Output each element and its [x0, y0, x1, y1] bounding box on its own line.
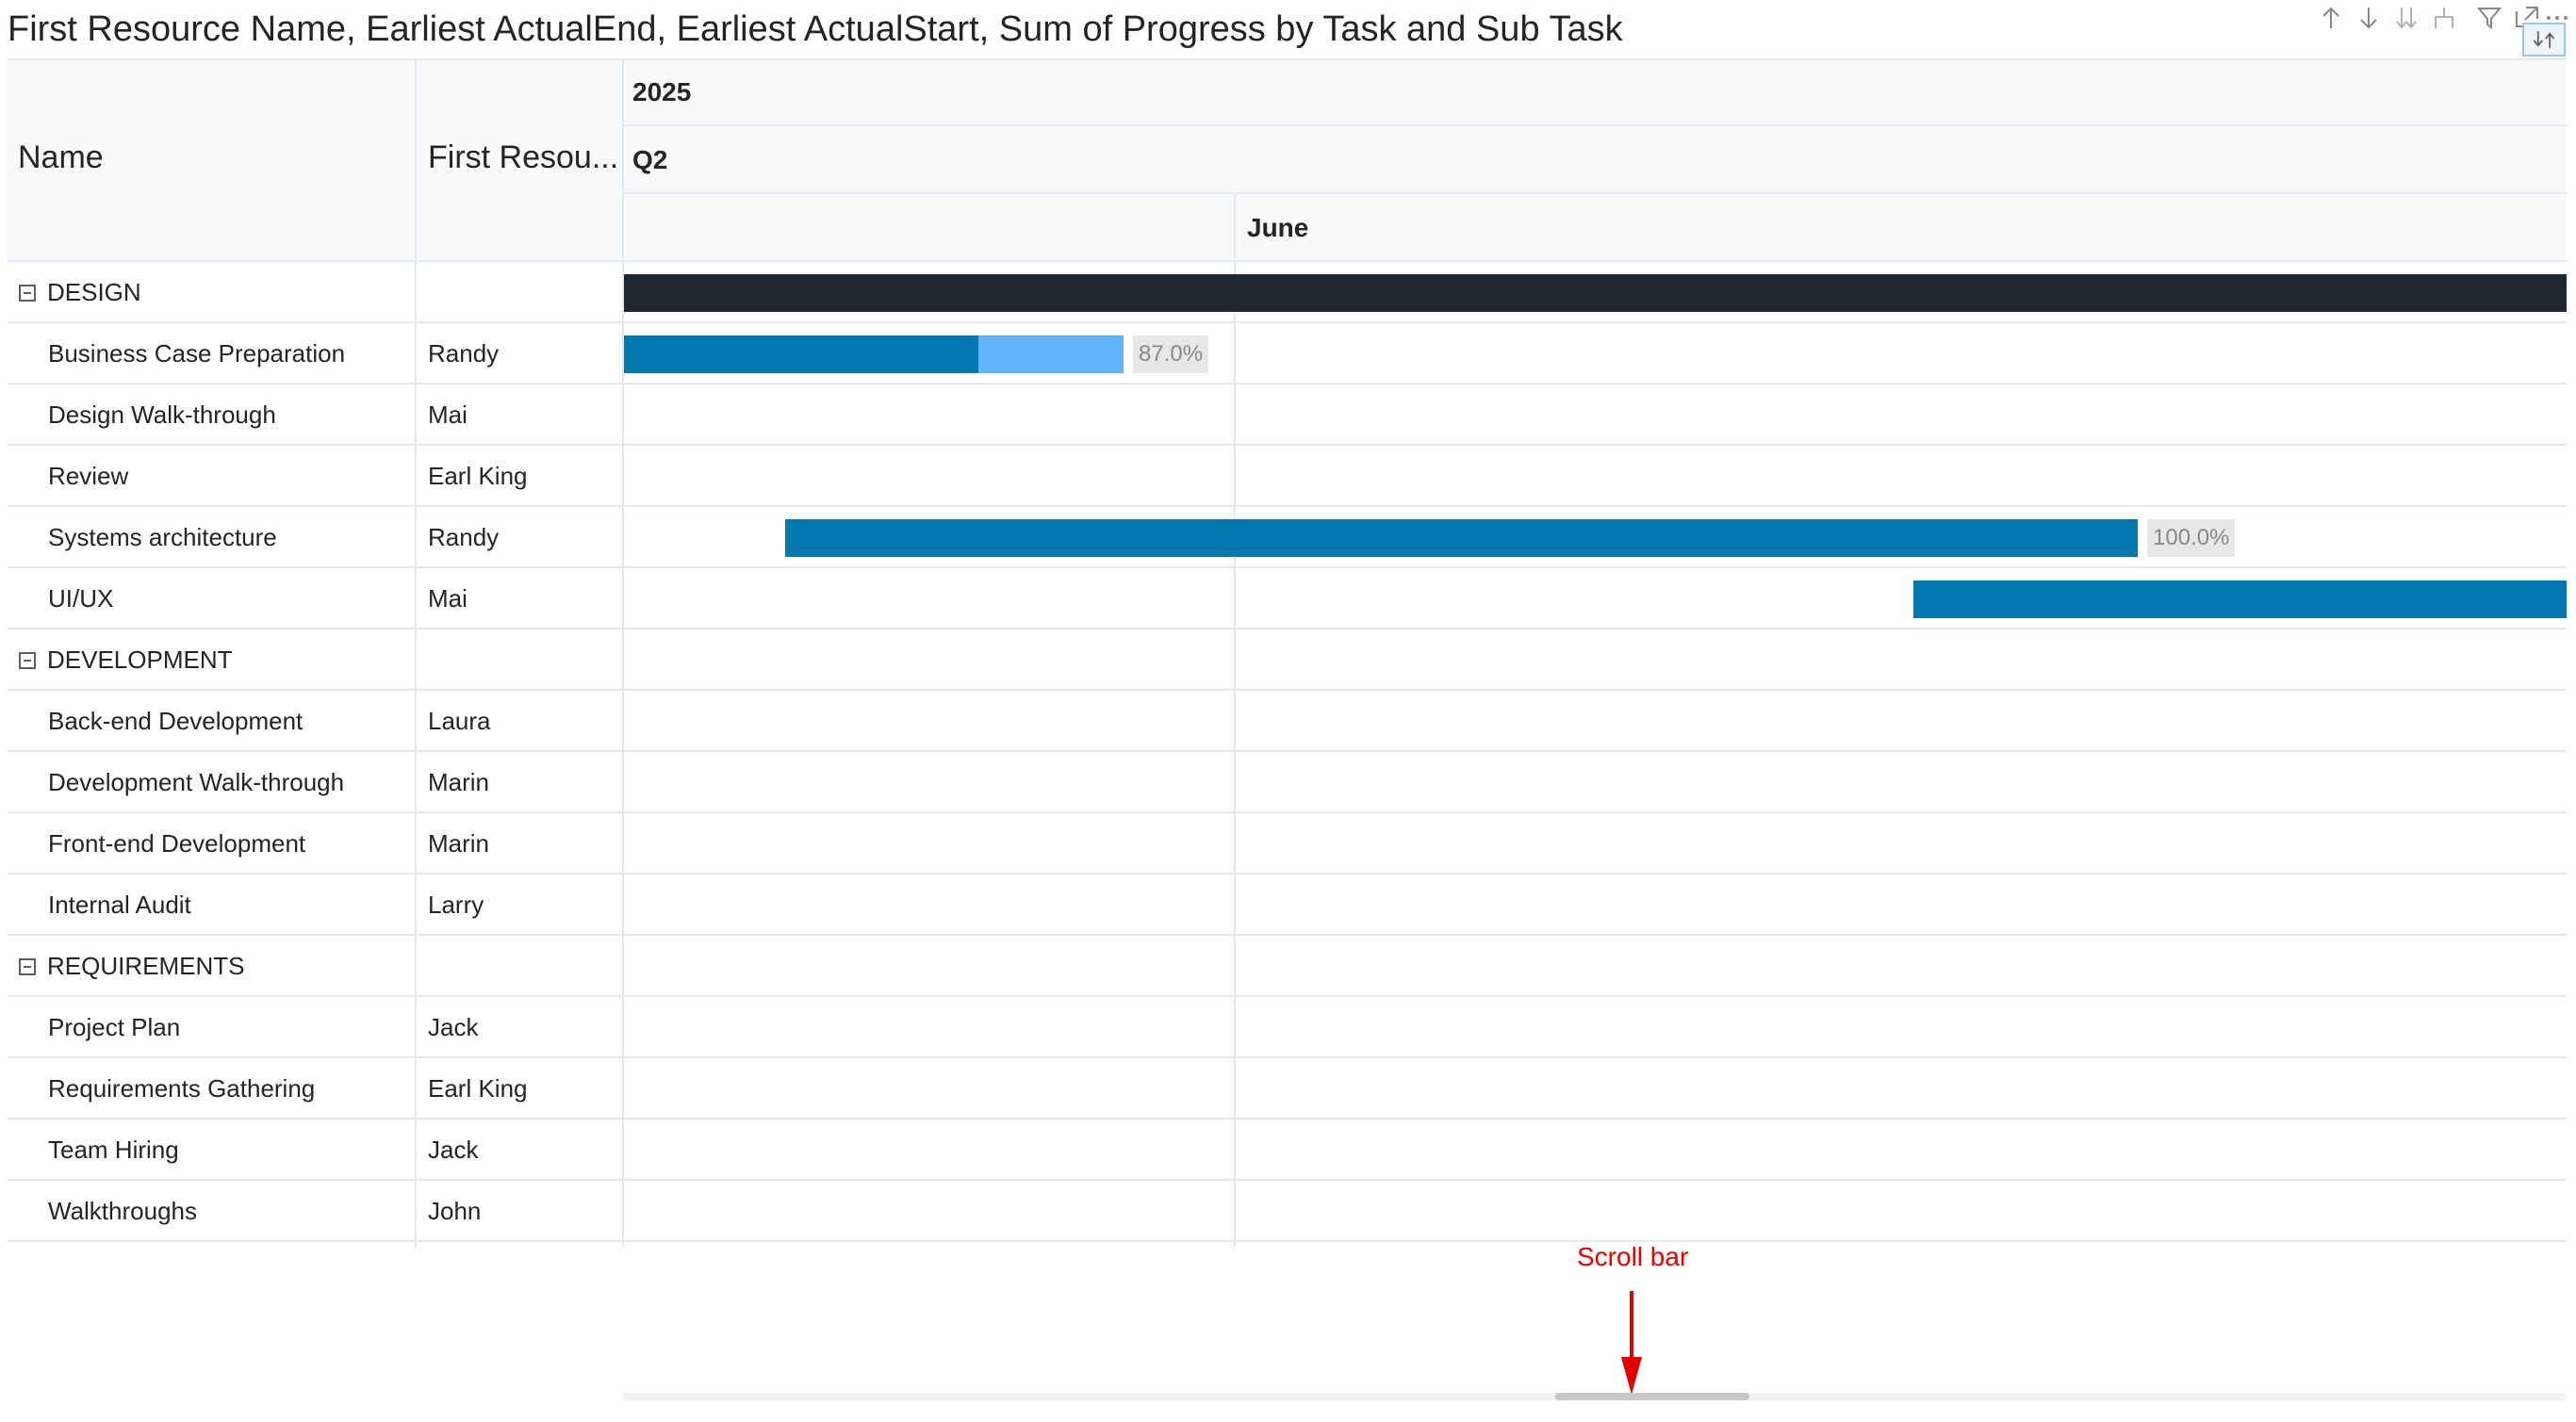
- double-arrow-down-icon[interactable]: [2392, 4, 2420, 32]
- table-row[interactable]: Back-end Development Laura: [8, 691, 2567, 752]
- row-divider: [8, 689, 2567, 691]
- header-bottom-border: [8, 260, 2567, 262]
- task-name: Front-end Development: [48, 829, 306, 858]
- row-divider: [8, 934, 2567, 936]
- visual-header-toolbar: [2300, 0, 2576, 57]
- resource-name: Randy: [428, 339, 500, 368]
- table-row[interactable]: Design Walk-through Mai: [8, 384, 2567, 446]
- group-summary-bar[interactable]: [624, 274, 2567, 312]
- row-divider: [8, 750, 2567, 752]
- resource-name: John: [428, 1197, 482, 1225]
- drill-icon[interactable]: [2522, 23, 2566, 57]
- row-divider: [8, 1240, 2567, 1242]
- task-name: UI/UX: [48, 584, 114, 613]
- row-divider: [8, 444, 2567, 446]
- collapse-icon[interactable]: [19, 652, 36, 669]
- table-header: [8, 58, 2567, 264]
- header-divider: [622, 124, 2567, 126]
- resource-name: Jack: [428, 1013, 479, 1041]
- table-row[interactable]: Walkthroughs John: [8, 1181, 2567, 1242]
- row-divider: [8, 811, 2567, 813]
- timeline-year: 2025: [632, 77, 692, 106]
- task-name: Business Case Preparation: [48, 339, 346, 368]
- resource-name: Laura: [428, 707, 491, 735]
- group-row[interactable]: DESIGN: [8, 262, 2567, 323]
- row-divider: [8, 995, 2567, 997]
- task-name: Design Walk-through: [48, 400, 276, 429]
- column-header-resource[interactable]: First Resou...: [428, 139, 619, 175]
- resource-name: Earl King: [428, 462, 528, 490]
- group-name: DESIGN: [47, 278, 141, 306]
- arrow-up-icon[interactable]: [2317, 4, 2345, 32]
- column-header-name[interactable]: Name: [18, 139, 104, 175]
- horizontal-scrollbar-thumb[interactable]: [1555, 1393, 1749, 1400]
- group-row[interactable]: REQUIREMENTS: [8, 936, 2567, 997]
- table-row[interactable]: Requirements Gathering Earl King: [8, 1058, 2567, 1120]
- timeline-month-divider: [1234, 194, 1236, 1248]
- task-name: Team Hiring: [48, 1136, 179, 1164]
- task-name: Project Plan: [48, 1013, 181, 1041]
- column-divider[interactable]: [622, 58, 624, 1248]
- row-divider: [8, 321, 2567, 323]
- annotation-label: Scroll bar: [1577, 1242, 1689, 1271]
- row-divider: [8, 1056, 2567, 1058]
- row-divider: [8, 628, 2567, 629]
- task-name: Development Walk-through: [48, 768, 345, 796]
- filter-icon[interactable]: [2475, 4, 2503, 32]
- progress-label: 87.0%: [1133, 335, 1209, 373]
- resource-name: Marin: [428, 829, 490, 858]
- task-name: Review: [48, 462, 129, 490]
- resource-name: Randy: [428, 523, 500, 551]
- resource-name: Mai: [428, 400, 468, 429]
- resource-name: Larry: [428, 891, 484, 919]
- task-progress-fill: [624, 335, 978, 373]
- annotation-arrow-icon: [1621, 1291, 1642, 1395]
- gantt-table: Name First Resou... 2025 Q2 June DESIGN B…: [8, 58, 2567, 1248]
- task-name: Systems architecture: [48, 523, 277, 551]
- resource-name: Marin: [428, 768, 490, 796]
- visual-title: First Resource Name, Earliest ActualEnd,…: [8, 9, 1623, 49]
- task-name: Walkthroughs: [48, 1197, 197, 1225]
- table-row[interactable]: Internal Audit Larry: [8, 874, 2567, 936]
- task-progress-fill: [785, 519, 2138, 557]
- resource-name: Mai: [428, 584, 468, 613]
- row-divider: [8, 1118, 2567, 1120]
- row-divider: [8, 505, 2567, 507]
- group-name: REQUIREMENTS: [47, 952, 245, 980]
- row-divider: [8, 1179, 2567, 1181]
- table-row[interactable]: Project Plan Jack: [8, 997, 2567, 1058]
- group-name: DEVELOPMENT: [47, 646, 233, 674]
- table-row[interactable]: Review Earl King: [8, 446, 2567, 507]
- timeline-month: June: [1247, 213, 1309, 242]
- task-name: Internal Audit: [48, 891, 191, 919]
- column-divider[interactable]: [415, 58, 417, 1248]
- table-row[interactable]: Development Walk-through Marin: [8, 752, 2567, 813]
- expand-hierarchy-icon[interactable]: [2430, 4, 2458, 32]
- table-row[interactable]: Front-end Development Marin: [8, 813, 2567, 874]
- collapse-icon[interactable]: [19, 958, 36, 975]
- progress-label: 100.0%: [2147, 519, 2236, 557]
- table-row[interactable]: Team Hiring Jack: [8, 1120, 2567, 1181]
- resource-name: Earl King: [428, 1074, 528, 1103]
- row-divider: [8, 566, 2567, 568]
- row-divider: [8, 873, 2567, 874]
- collapse-icon[interactable]: [19, 285, 36, 302]
- timeline-quarter: Q2: [632, 145, 668, 174]
- task-name: Requirements Gathering: [48, 1074, 316, 1103]
- task-name: Back-end Development: [48, 707, 304, 735]
- table-row[interactable]: Systems architecture Randy 100.0%: [8, 507, 2567, 568]
- group-row[interactable]: DEVELOPMENT: [8, 629, 2567, 691]
- task-progress-fill: [1913, 580, 2567, 618]
- arrow-down-icon[interactable]: [2354, 4, 2383, 32]
- resource-name: Jack: [428, 1136, 479, 1164]
- table-row[interactable]: Business Case Preparation Randy 87.0%: [8, 323, 2567, 384]
- table-row[interactable]: UI/UX Mai: [8, 568, 2567, 629]
- header-divider: [622, 192, 2567, 194]
- more-options-icon[interactable]: [2543, 4, 2571, 32]
- row-divider: [8, 383, 2567, 384]
